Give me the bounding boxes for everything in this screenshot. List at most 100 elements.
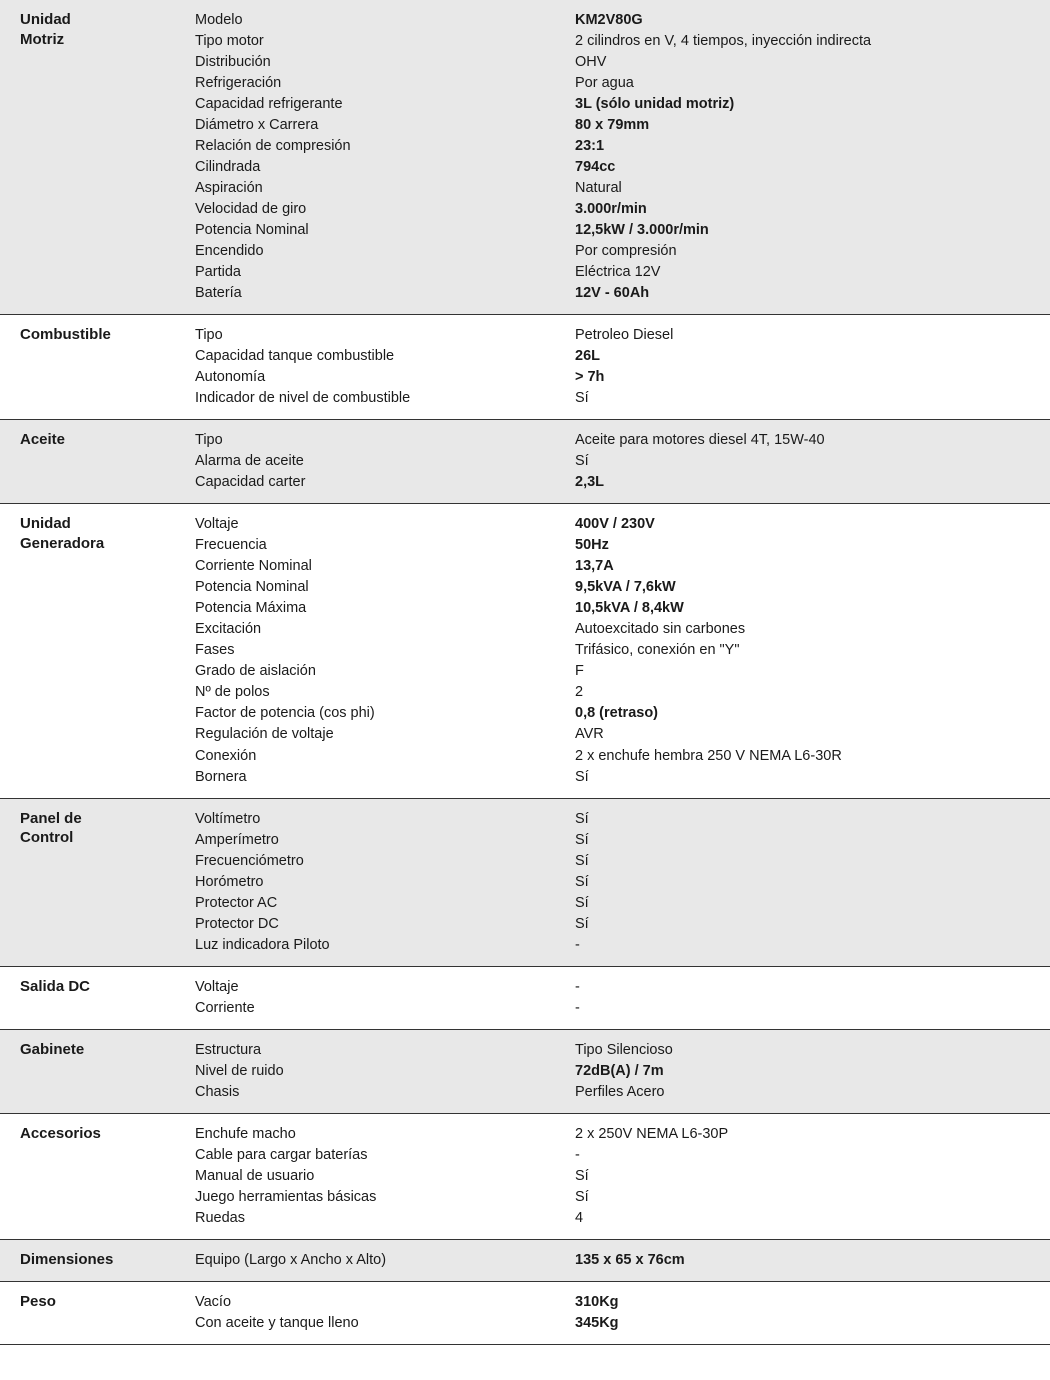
spec-row: Velocidad de giro3.000r/min (195, 199, 1050, 220)
spec-row-label: Protector DC (195, 914, 575, 935)
spec-row-value: Sí (575, 388, 1050, 409)
spec-row: Cable para cargar baterías- (195, 1145, 1050, 1166)
spec-row-label: Bornera (195, 767, 575, 788)
spec-row-value: 23:1 (575, 136, 1050, 157)
spec-row-value: - (575, 977, 1050, 998)
spec-row: Capacidad refrigerante3L (sólo unidad mo… (195, 94, 1050, 115)
spec-row-value: 2 cilindros en V, 4 tiempos, inyección i… (575, 31, 1050, 52)
spec-row: Con aceite y tanque lleno345Kg (195, 1313, 1050, 1334)
spec-row: VoltímetroSí (195, 809, 1050, 830)
spec-row-label: Nivel de ruido (195, 1061, 575, 1082)
spec-row-label: Voltaje (195, 514, 575, 535)
spec-row-value: Petroleo Diesel (575, 325, 1050, 346)
spec-row: HorómetroSí (195, 872, 1050, 893)
spec-row-value: Sí (575, 1166, 1050, 1187)
spec-section: Panel deControlVoltímetroSíAmperímetroSí… (0, 799, 1050, 967)
spec-row-label: Protector AC (195, 893, 575, 914)
spec-row: RefrigeraciónPor agua (195, 73, 1050, 94)
spec-row-label: Excitación (195, 619, 575, 640)
spec-row: FrecuenciómetroSí (195, 851, 1050, 872)
spec-row: Corriente Nominal13,7A (195, 556, 1050, 577)
spec-row: Autonomía> 7h (195, 367, 1050, 388)
spec-row: Nº de polos2 (195, 682, 1050, 703)
spec-row-label: Distribución (195, 52, 575, 73)
spec-row-label: Indicador de nivel de combustible (195, 388, 575, 409)
spec-row-value: Por compresión (575, 241, 1050, 262)
spec-row-value: Aceite para motores diesel 4T, 15W-40 (575, 430, 1050, 451)
spec-row-label: Regulación de voltaje (195, 724, 575, 745)
spec-row-value: 26L (575, 346, 1050, 367)
spec-section: UnidadGeneradoraVoltaje400V / 230VFrecue… (0, 504, 1050, 798)
section-title: Salida DC (0, 967, 195, 1029)
spec-row-value: Sí (575, 872, 1050, 893)
section-body: Voltaje-Corriente- (195, 967, 1050, 1029)
section-body: ModeloKM2V80GTipo motor2 cilindros en V,… (195, 0, 1050, 314)
section-body: EstructuraTipo SilenciosoNivel de ruido7… (195, 1030, 1050, 1113)
spec-row-label: Amperímetro (195, 830, 575, 851)
spec-row-value: Por agua (575, 73, 1050, 94)
spec-row: Batería12V - 60Ah (195, 283, 1050, 304)
spec-row: TipoAceite para motores diesel 4T, 15W-4… (195, 430, 1050, 451)
spec-row-label: Frecuencia (195, 535, 575, 556)
spec-table: UnidadMotrizModeloKM2V80GTipo motor2 cil… (0, 0, 1050, 1345)
spec-row-value: Tipo Silencioso (575, 1040, 1050, 1061)
spec-row: Voltaje- (195, 977, 1050, 998)
spec-row-label: Estructura (195, 1040, 575, 1061)
spec-row-value: 400V / 230V (575, 514, 1050, 535)
spec-row: Protector DCSí (195, 914, 1050, 935)
spec-row: PartidaEléctrica 12V (195, 262, 1050, 283)
section-title: Gabinete (0, 1030, 195, 1113)
section-body: TipoPetroleo DieselCapacidad tanque comb… (195, 315, 1050, 419)
spec-row-value: - (575, 935, 1050, 956)
spec-row-value: 4 (575, 1208, 1050, 1229)
spec-row-label: Modelo (195, 10, 575, 31)
spec-row-label: Cable para cargar baterías (195, 1145, 575, 1166)
spec-section: GabineteEstructuraTipo SilenciosoNivel d… (0, 1030, 1050, 1114)
spec-row-value: 10,5kVA / 8,4kW (575, 598, 1050, 619)
spec-section: AceiteTipoAceite para motores diesel 4T,… (0, 420, 1050, 504)
spec-row-value: Sí (575, 893, 1050, 914)
spec-row-value: 3L (sólo unidad motriz) (575, 94, 1050, 115)
spec-row-value: Sí (575, 851, 1050, 872)
spec-section: CombustibleTipoPetroleo DieselCapacidad … (0, 315, 1050, 420)
spec-row-label: Velocidad de giro (195, 199, 575, 220)
spec-row-value: 2 x 250V NEMA L6-30P (575, 1124, 1050, 1145)
section-title: Panel deControl (0, 799, 195, 966)
spec-row-label: Refrigeración (195, 73, 575, 94)
section-title: Dimensiones (0, 1240, 195, 1281)
spec-row: Nivel de ruido72dB(A) / 7m (195, 1061, 1050, 1082)
spec-row: ChasisPerfiles Acero (195, 1082, 1050, 1103)
spec-row-value: 2 (575, 682, 1050, 703)
spec-row-label: Fases (195, 640, 575, 661)
spec-row-value: Sí (575, 767, 1050, 788)
section-body: Voltaje400V / 230VFrecuencia50HzCorrient… (195, 504, 1050, 797)
spec-row-label: Aspiración (195, 178, 575, 199)
spec-row: Indicador de nivel de combustibleSí (195, 388, 1050, 409)
section-body: Vacío310KgCon aceite y tanque lleno345Kg (195, 1282, 1050, 1344)
spec-row-value: 80 x 79mm (575, 115, 1050, 136)
spec-row: Vacío310Kg (195, 1292, 1050, 1313)
spec-row-label: Con aceite y tanque lleno (195, 1313, 575, 1334)
spec-row-label: Potencia Nominal (195, 220, 575, 241)
spec-row: Protector ACSí (195, 893, 1050, 914)
spec-row-value: 0,8 (retraso) (575, 703, 1050, 724)
section-body: Equipo (Largo x Ancho x Alto)135 x 65 x … (195, 1240, 1050, 1281)
spec-row-label: Corriente Nominal (195, 556, 575, 577)
spec-row-value: Natural (575, 178, 1050, 199)
spec-row: ExcitaciónAutoexcitado sin carbones (195, 619, 1050, 640)
section-title: UnidadMotriz (0, 0, 195, 314)
spec-row-label: Grado de aislación (195, 661, 575, 682)
spec-row: Voltaje400V / 230V (195, 514, 1050, 535)
spec-row: Enchufe macho2 x 250V NEMA L6-30P (195, 1124, 1050, 1145)
spec-section: DimensionesEquipo (Largo x Ancho x Alto)… (0, 1240, 1050, 1282)
spec-row-label: Batería (195, 283, 575, 304)
spec-row: Potencia Nominal12,5kW / 3.000r/min (195, 220, 1050, 241)
spec-row-value: Trifásico, conexión en "Y" (575, 640, 1050, 661)
spec-row-value: - (575, 998, 1050, 1019)
spec-row-value: Perfiles Acero (575, 1082, 1050, 1103)
spec-row-label: Alarma de aceite (195, 451, 575, 472)
spec-row: Potencia Máxima10,5kVA / 8,4kW (195, 598, 1050, 619)
spec-row: AmperímetroSí (195, 830, 1050, 851)
section-title: UnidadGeneradora (0, 504, 195, 797)
spec-row: Factor de potencia (cos phi)0,8 (retraso… (195, 703, 1050, 724)
